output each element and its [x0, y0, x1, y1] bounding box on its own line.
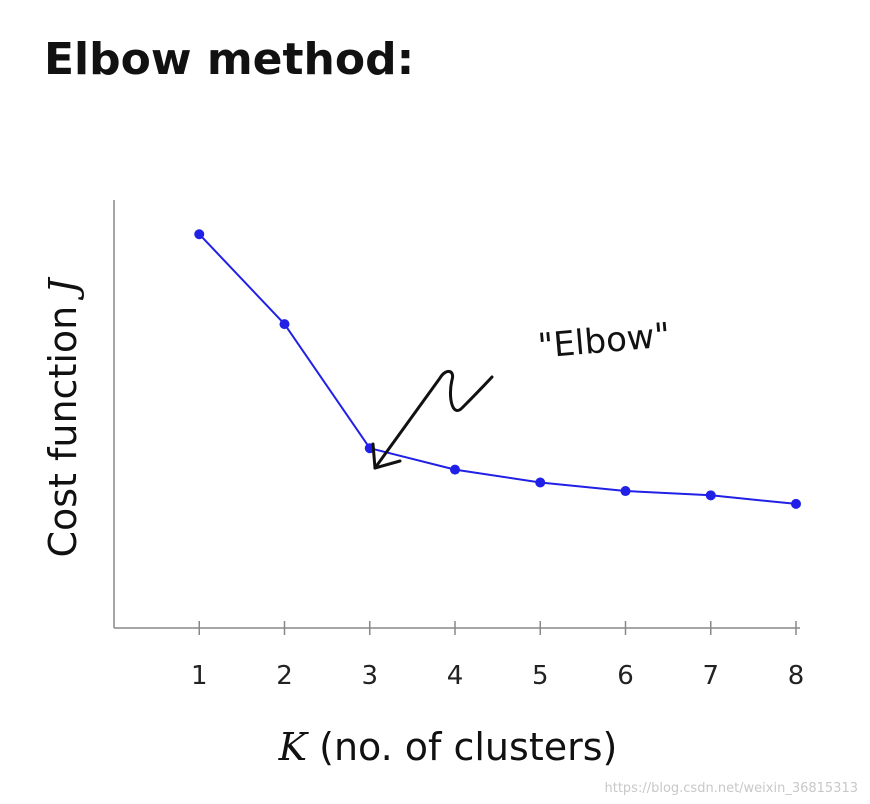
x-tick-label: 5 — [532, 661, 549, 691]
x-tick-label: 8 — [788, 661, 805, 691]
x-tick-label: 7 — [702, 661, 719, 691]
data-point — [279, 319, 290, 330]
annotation-text: "Elbow" — [536, 315, 671, 366]
watermark: https://blog.csdn.net/weixin_36815313 — [604, 781, 858, 796]
data-point — [620, 486, 631, 497]
x-ticks: 1 2 3 4 5 6 7 8 — [191, 621, 804, 691]
data-point — [194, 229, 205, 240]
x-axis-label: K (no. of clusters) — [278, 725, 618, 769]
annotation-arrow — [373, 370, 494, 470]
x-tick-label: 2 — [276, 661, 293, 691]
x-tick-label: 1 — [191, 661, 208, 691]
data-point — [535, 477, 546, 488]
x-axis-label-text: (no. of clusters) — [307, 725, 617, 769]
x-axis-label-var: K — [278, 725, 310, 769]
data-point — [705, 490, 716, 501]
data-points — [194, 229, 801, 509]
data-point — [450, 464, 460, 475]
y-axis-label-text: Cost function — [41, 294, 85, 558]
x-tick-label: 4 — [447, 661, 464, 691]
x-tick-label: 6 — [617, 661, 634, 691]
y-axis-label: Cost function J — [41, 277, 85, 558]
annotation-arrowhead — [371, 442, 402, 470]
data-point — [791, 498, 801, 509]
page-title: Elbow method: — [44, 34, 415, 85]
cost-curve — [198, 233, 797, 505]
x-tick-label: 3 — [361, 661, 378, 691]
elbow-annotation: "Elbow" — [371, 315, 672, 470]
